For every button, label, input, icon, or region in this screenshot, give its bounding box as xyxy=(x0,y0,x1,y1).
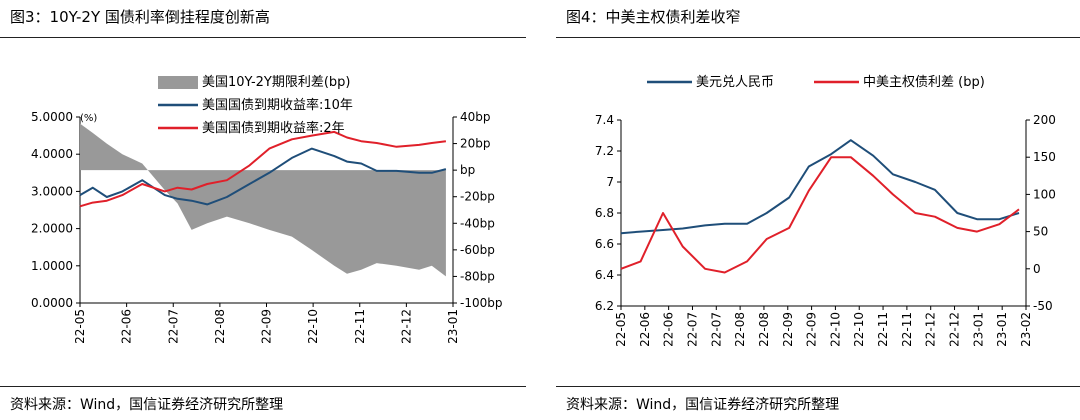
x-tick-label: 22-06 xyxy=(638,312,652,347)
right-y-tick-label: -50 xyxy=(1033,299,1053,313)
right-y-tick-label: -80bp xyxy=(460,269,495,283)
x-tick-label: 22-05 xyxy=(73,309,87,344)
x-tick-label: 23-01 xyxy=(995,312,1009,347)
x-tick-label: 22-09 xyxy=(260,309,274,344)
series-0-line xyxy=(620,139,1020,235)
legend-swatch-0 xyxy=(158,76,198,89)
x-tick-label: 22-07 xyxy=(685,312,699,347)
right-y-tick-label: 20bp xyxy=(460,137,491,151)
x-tick-label: 22-11 xyxy=(353,309,367,344)
x-tick-label: 22-12 xyxy=(924,312,938,347)
right-y-tick-label: 50 xyxy=(1033,225,1048,239)
right-y-tick-label: bp xyxy=(460,163,475,177)
left-y-tick-label: 6.8 xyxy=(595,206,614,220)
series-0-area xyxy=(80,123,446,277)
x-tick-label: 22-08 xyxy=(213,309,227,344)
x-tick-label: 22-08 xyxy=(757,312,771,347)
left-y-tick-label: 7 xyxy=(606,175,614,189)
right-y-tick-label: -60bp xyxy=(460,243,495,257)
x-tick-label: 22-11 xyxy=(876,312,890,347)
legend-label-0: 美国10Y-2Y期限利差(bp) xyxy=(202,75,351,90)
x-tick-label: 22-08 xyxy=(733,312,747,347)
x-tick-label: 23-01 xyxy=(446,309,460,344)
x-tick-label: 22-07 xyxy=(709,312,723,347)
figure-4-source: 资料来源：Wind，国信证券经济研究所整理 xyxy=(566,397,840,413)
series-1-line xyxy=(620,156,1020,274)
figure-3-source: 资料来源：Wind，国信证券经济研究所整理 xyxy=(10,397,284,413)
x-tick-label: 22-09 xyxy=(805,312,819,347)
figure-3-chart: 5.0000 4.0000 3.0000 2.0000 1.0000 0.0000 40bp… xyxy=(31,75,502,344)
x-tick-label: 22-07 xyxy=(166,309,180,344)
right-y-tick-label: -100bp xyxy=(460,296,502,310)
right-y-tick-label: -40bp xyxy=(460,216,495,230)
x-tick-label: 22-06 xyxy=(662,312,676,347)
legend-label-1: 美国国债到期收益率:10年 xyxy=(202,97,353,113)
x-tick-label: 22-10 xyxy=(828,312,842,347)
right-y-tick-label: 40bp xyxy=(460,110,491,124)
legend-label-1: 中美主权债利差 (bp) xyxy=(863,74,985,90)
left-y-tick-label: 2.0000 xyxy=(31,222,73,236)
right-y-tick-label: 100 xyxy=(1033,187,1056,201)
figure-4-chart: 7.4 7.2 7 6.8 6.6 6.4 6.2 200 150 100 50 0 -50 22-05 2… xyxy=(595,74,1056,347)
left-y-tick-label: 6.2 xyxy=(595,299,614,313)
figure-4-panel: 图4：中美主权债利差收窄 7.4 7.2 7 6.8 6.6 6.4 6.2 200 150 10… xyxy=(556,0,1080,420)
x-tick-label: 22-12 xyxy=(948,312,962,347)
left-y-tick-label: 7.4 xyxy=(595,113,614,127)
left-y-tick-label: 4.0000 xyxy=(31,147,73,161)
x-tick-label: 22-10 xyxy=(306,309,320,344)
x-tick-label: 22-09 xyxy=(781,312,795,347)
x-tick-label: 23-02 xyxy=(1019,312,1033,347)
right-y-tick-label: 0 xyxy=(1033,262,1041,276)
x-tick-label: 22-06 xyxy=(120,309,134,344)
series-1-line xyxy=(79,147,447,206)
x-tick-label: 23-01 xyxy=(971,312,985,347)
legend-label-2: 美国国债到期收益率:2年 xyxy=(202,120,345,136)
legend-label-0: 美元兑人民币 xyxy=(696,75,774,90)
left-y-tick-label: 5.0000 xyxy=(31,110,73,124)
right-y-tick-label: -20bp xyxy=(460,190,495,204)
figure-4-title: 图4：中美主权债利差收窄 xyxy=(566,8,741,26)
left-y-tick-label: 6.4 xyxy=(595,268,614,282)
figure-4-top-rule xyxy=(556,37,1080,38)
x-tick-label: 22-11 xyxy=(900,312,914,347)
series-2-line xyxy=(79,130,447,208)
figure-4-bottom-rule xyxy=(556,386,1080,387)
left-y-tick-label: 1.0000 xyxy=(31,259,73,273)
x-tick-label: 22-12 xyxy=(399,309,413,344)
left-y-tick-label: 3.0000 xyxy=(31,184,73,198)
figure-3-bottom-rule xyxy=(0,386,526,387)
left-y-tick-label: 0.0000 xyxy=(31,296,73,310)
figure-3-title: 图3：10Y-2Y 国债利率倒挂程度创新高 xyxy=(10,8,270,26)
right-y-tick-label: 150 xyxy=(1033,150,1056,164)
figure-3-panel: 图3：10Y-2Y 国债利率倒挂程度创新高 5.0000 4.0000 3.0000… xyxy=(0,0,528,420)
x-tick-label: 22-10 xyxy=(852,312,866,347)
x-tick-label: 22-05 xyxy=(614,312,628,347)
left-y-tick-label: 6.6 xyxy=(595,237,614,251)
right-y-tick-label: 200 xyxy=(1033,113,1056,127)
figure-3-top-rule xyxy=(0,37,526,38)
left-y-unit: (%) xyxy=(80,113,97,124)
left-y-tick-label: 7.2 xyxy=(595,144,614,158)
